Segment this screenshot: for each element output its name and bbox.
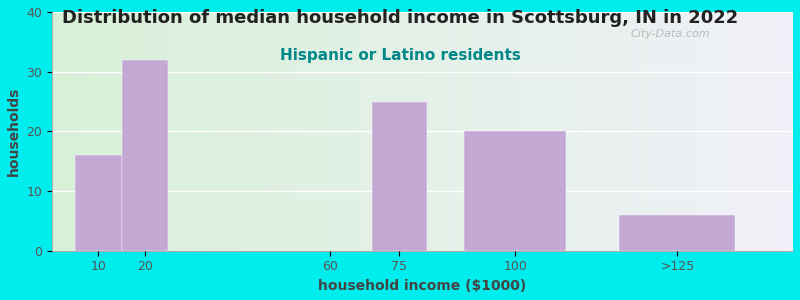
Bar <box>464 131 566 251</box>
Text: City-Data.com: City-Data.com <box>630 29 710 39</box>
Bar <box>122 60 168 251</box>
X-axis label: household income ($1000): household income ($1000) <box>318 279 526 293</box>
Y-axis label: households: households <box>7 87 21 176</box>
Bar <box>75 155 122 251</box>
Bar <box>372 101 427 251</box>
Bar <box>619 215 735 251</box>
Text: Distribution of median household income in Scottsburg, IN in 2022: Distribution of median household income … <box>62 9 738 27</box>
Text: Hispanic or Latino residents: Hispanic or Latino residents <box>279 48 521 63</box>
